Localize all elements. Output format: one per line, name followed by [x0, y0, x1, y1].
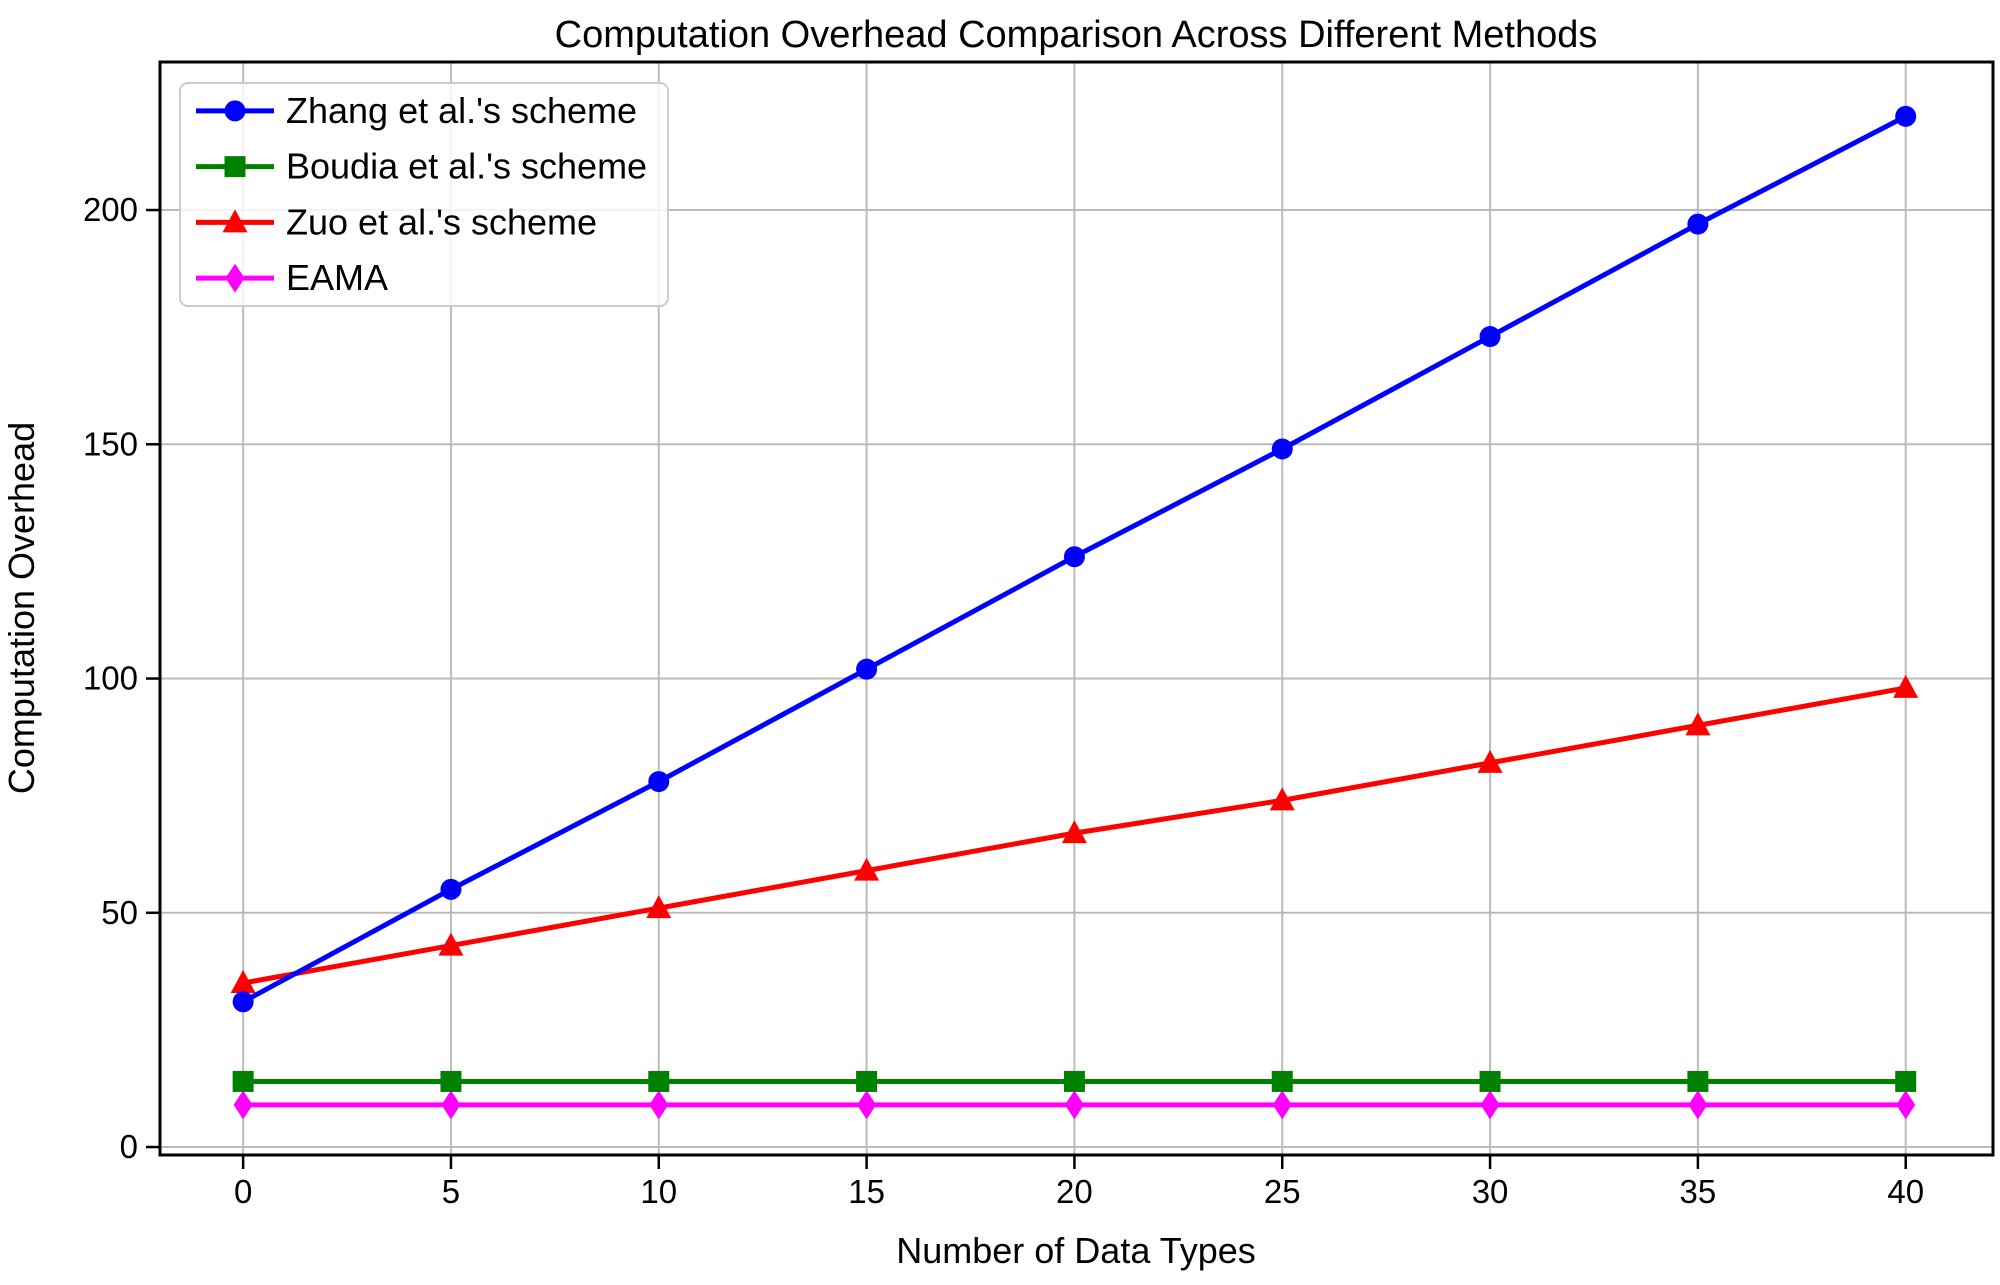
triangle-marker	[854, 857, 880, 881]
triangle-marker	[222, 209, 248, 233]
square-marker	[1895, 1070, 1917, 1092]
square-marker	[1479, 1070, 1501, 1092]
square-marker	[648, 1070, 670, 1092]
x-tick-label-40: 40	[1887, 1173, 1924, 1210]
diamond-marker	[1272, 1090, 1292, 1120]
square-marker	[232, 1070, 254, 1092]
circle-marker	[1479, 326, 1501, 348]
triangle-marker	[438, 932, 464, 956]
legend-label: Zuo et al.'s scheme	[286, 201, 597, 242]
y-tick-label-0: 0	[120, 1128, 138, 1165]
plot-frame	[158, 60, 1995, 1157]
triangle-marker	[1061, 820, 1087, 844]
square-marker	[1063, 1070, 1085, 1092]
diamond-marker	[649, 1090, 669, 1120]
axes-layer: 0 5 10 15 20 25 30 35 40 0 50 100 150 200	[83, 60, 1995, 1210]
series-zuo-et-al-s-scheme	[230, 674, 1919, 994]
diamond-marker	[441, 1090, 461, 1120]
y-tick-label-50: 50	[101, 894, 138, 931]
series-eama	[233, 1090, 1916, 1120]
circle-marker	[1895, 105, 1917, 127]
square-marker	[440, 1070, 462, 1092]
y-axis-label: Computation Overhead	[1, 422, 42, 794]
legend-item-2: Boudia et al.'s scheme	[196, 146, 647, 187]
triangle-marker	[1893, 674, 1919, 698]
diamond-marker	[1064, 1090, 1084, 1120]
legend-label: Zhang et al.'s scheme	[286, 90, 637, 131]
x-axis-label: Number of Data Types	[896, 1230, 1256, 1271]
circle-marker	[856, 658, 878, 680]
diamond-marker	[1480, 1090, 1500, 1120]
legend-label: Boudia et al.'s scheme	[286, 146, 647, 187]
series-zhang-et-al-s-scheme	[232, 105, 1917, 1013]
circle-marker	[440, 878, 462, 900]
legend-item-1: Zhang et al.'s scheme	[196, 90, 637, 131]
square-marker	[856, 1070, 878, 1092]
y-tick-label-100: 100	[83, 660, 138, 697]
circle-marker	[224, 100, 246, 122]
x-tick-label-25: 25	[1264, 1173, 1301, 1210]
series-layer	[230, 105, 1919, 1120]
triangle-marker	[1477, 749, 1503, 773]
circle-marker	[648, 771, 670, 793]
diamond-marker	[1688, 1090, 1708, 1120]
circle-marker	[1271, 438, 1293, 460]
x-tick-label-10: 10	[640, 1173, 677, 1210]
diamond-marker	[857, 1090, 877, 1120]
circle-marker	[232, 991, 254, 1013]
legend: Zhang et al.'s scheme Boudia et al.'s sch…	[179, 82, 669, 307]
triangle-marker	[646, 895, 672, 919]
diamond-marker	[1896, 1090, 1916, 1120]
square-marker	[224, 156, 246, 178]
x-tick-label-0: 0	[234, 1173, 252, 1210]
diamond-marker	[233, 1090, 253, 1120]
legend-label: EAMA	[286, 257, 388, 298]
series-boudia-et-al-s-scheme	[232, 1070, 1917, 1092]
x-tick-label-15: 15	[848, 1173, 885, 1210]
triangle-marker	[230, 970, 256, 994]
legend-item-4: EAMA	[196, 257, 388, 298]
square-marker	[1687, 1070, 1709, 1092]
circle-marker	[1063, 546, 1085, 568]
legend-item-3: Zuo et al.'s scheme	[196, 201, 597, 242]
chart-title: Computation Overhead Comparison Across D…	[555, 14, 1598, 56]
x-tick-label-30: 30	[1472, 1173, 1509, 1210]
circle-marker	[1687, 213, 1709, 235]
x-tick-label-20: 20	[1056, 1173, 1093, 1210]
y-tick-label-200: 200	[83, 191, 138, 228]
triangle-marker	[1269, 787, 1295, 811]
diamond-marker	[225, 263, 245, 293]
legend-box	[179, 82, 669, 307]
x-tick-label-35: 35	[1680, 1173, 1717, 1210]
square-marker	[1271, 1070, 1293, 1092]
grid-layer	[160, 62, 1993, 1155]
x-tick-label-5: 5	[442, 1173, 460, 1210]
triangle-marker	[1685, 712, 1711, 736]
y-tick-label-150: 150	[83, 425, 138, 462]
